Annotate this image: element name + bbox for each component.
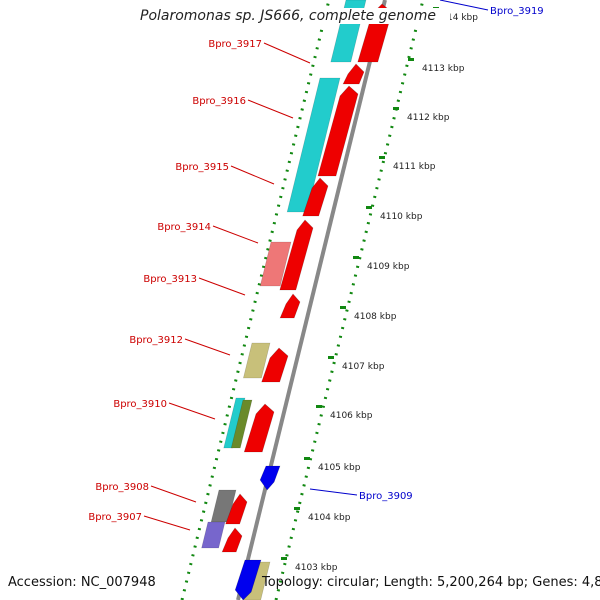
gene-forward — [317, 85, 359, 177]
gene-label: Bpro_3908 — [95, 482, 149, 493]
cog-block — [201, 521, 226, 549]
label-leader-line — [150, 485, 197, 503]
tick-label: 4106 kbp — [330, 411, 373, 421]
gene-label: Bpro_3919 — [490, 6, 544, 17]
cog-block — [243, 342, 271, 379]
cog-track — [201, 0, 367, 600]
gene-forward — [279, 219, 314, 291]
label-leader-line — [212, 225, 259, 244]
label-leader-line — [247, 99, 294, 119]
tick-label: 4112 kbp — [407, 113, 450, 123]
gene-track — [221, 3, 393, 600]
tick-mark — [294, 507, 300, 510]
gene-label: Bpro_3910 — [113, 399, 167, 410]
gene-label: Bpro_3909 — [359, 491, 413, 502]
topology-text: Topology: circular; Length: 5,200,264 bp… — [262, 575, 600, 590]
tick-mark — [408, 58, 414, 61]
tick-mark — [393, 107, 399, 110]
label-leader-line — [198, 277, 246, 296]
tick-mark — [366, 206, 372, 209]
label-leader-line — [309, 488, 358, 496]
tick-mark — [353, 256, 359, 259]
label-leader-line — [439, 0, 489, 11]
label-leader-line — [230, 165, 275, 185]
outer-dotted-line — [274, 0, 425, 600]
gene-reverse — [259, 465, 281, 491]
gene-labels: Bpro_3919 Bpro_3917 Bpro_3916 Bpro_3915 Bpro… — [88, 0, 544, 531]
gene-label: Bpro_3913 — [143, 274, 197, 285]
genome-title: Polaromonas sp. JS666, complete genome — [140, 8, 450, 24]
gene-forward — [302, 177, 329, 217]
inner-dotted-line — [180, 0, 331, 600]
gene-reverse — [234, 559, 262, 600]
label-leader-line — [184, 338, 231, 356]
tick-label: 14 kbp — [447, 13, 478, 23]
gene-forward — [243, 403, 275, 453]
gene-forward — [261, 347, 289, 383]
label-leader-line — [168, 402, 216, 420]
label-leader-line — [263, 42, 311, 64]
tick-label: 4103 kbp — [295, 563, 338, 573]
gene-label: Bpro_3915 — [175, 162, 229, 173]
gene-label: Bpro_3917 — [208, 39, 262, 50]
label-leader-line — [143, 515, 191, 531]
scale-ticks: 4103 kbp 4104 kbp 4105 kbp 4106 kbp 4107 kbp… — [281, 7, 478, 573]
tick-label: 4107 kbp — [342, 362, 385, 372]
tick-mark — [316, 405, 322, 408]
tick-dot-lines — [180, 0, 425, 600]
genome-backbone — [236, 0, 387, 600]
gene-forward — [225, 493, 248, 525]
tick-label: 4110 kbp — [380, 212, 423, 222]
tick-label: 4109 kbp — [367, 262, 410, 272]
gene-label: Bpro_3914 — [157, 222, 211, 233]
cog-block — [259, 241, 292, 287]
tick-mark — [340, 306, 346, 309]
gene-label: Bpro_3912 — [129, 335, 183, 346]
tick-label: 4105 kbp — [318, 463, 361, 473]
gene-forward — [221, 527, 243, 553]
tick-label: 4104 kbp — [308, 513, 351, 523]
tick-label: 4113 kbp — [422, 64, 465, 74]
gene-forward — [279, 293, 301, 319]
gene-label: Bpro_3916 — [192, 96, 246, 107]
tick-mark — [304, 457, 310, 460]
tick-mark — [328, 356, 334, 359]
cog-block — [230, 399, 253, 449]
tick-mark — [379, 156, 385, 159]
accession-text: Accession: NC_007948 — [8, 575, 156, 590]
tick-label: 4111 kbp — [393, 162, 436, 172]
gene-forward — [342, 63, 365, 85]
tick-mark — [281, 557, 287, 560]
tick-label: 4108 kbp — [354, 312, 397, 322]
gene-label: Bpro_3907 — [88, 512, 142, 523]
